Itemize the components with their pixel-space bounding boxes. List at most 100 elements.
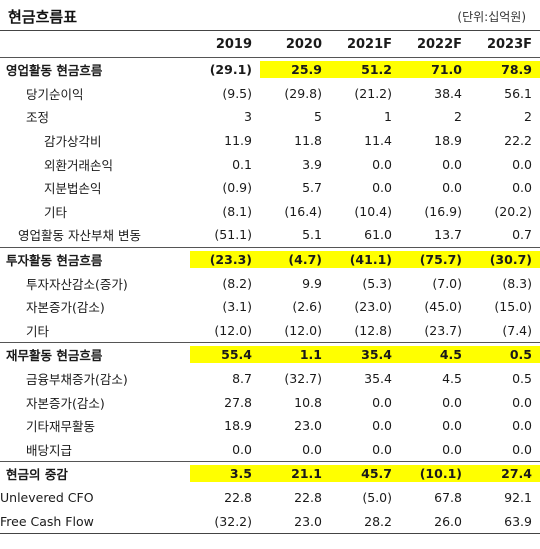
highlighted-value: 45.7 — [330, 465, 400, 483]
value-cell: 0.0 — [512, 180, 532, 196]
value-cell: 23.0 — [260, 509, 330, 534]
highlighted-value: (75.7) — [400, 251, 470, 269]
value-cell: 27.8 — [224, 394, 252, 410]
value-cell: 67.8 — [434, 489, 462, 505]
value-cell: 5.7 — [302, 180, 322, 196]
highlighted-value: (4.7) — [260, 251, 330, 269]
table-row: Unlevered CFO 22.8 22.8 (5.0) 67.8 92.1 — [0, 486, 540, 510]
value-cell: 35.4 — [364, 371, 392, 387]
row-label: Unlevered CFO — [0, 489, 94, 505]
value-cell: 10.8 — [294, 394, 322, 410]
table-row: 자본증가(감소) (3.1) (2.6) (23.0) (45.0) (15.0) — [0, 295, 540, 319]
table-row: 지분법손익 (0.9) 5.7 0.0 0.0 0.0 — [0, 176, 540, 200]
highlighted-value: 27.4 — [470, 465, 540, 483]
row-label: 자본증가(감소) — [26, 395, 105, 411]
value-cell: 45.7 — [330, 461, 400, 486]
table-row: 금융부채증가(감소) 8.7 (32.7) 35.4 4.5 0.5 — [0, 367, 540, 391]
value-cell: (29.1) — [190, 56, 260, 82]
value-cell: (21.2) — [354, 85, 392, 101]
value-cell: 4.5 — [400, 342, 470, 367]
value-cell: 0.0 — [442, 418, 462, 434]
column-header: 2022F — [400, 30, 470, 58]
row-label: 금융부채증가(감소) — [26, 372, 128, 388]
row-label: 감가상각비 — [44, 134, 102, 150]
row-label: 기타재무활동 — [26, 419, 96, 435]
value-cell: 13.7 — [434, 227, 462, 243]
value-cell: 8.7 — [232, 371, 252, 387]
highlighted-value: 25.9 — [260, 61, 330, 79]
table-row: 기타 (12.0) (12.0) (12.8) (23.7) (7.4) — [0, 319, 540, 343]
value-cell: 22.2 — [504, 133, 532, 149]
value-cell: 4.5 — [442, 371, 462, 387]
value-cell: 18.9 — [434, 133, 462, 149]
table-row: 배당지급 0.0 0.0 0.0 0.0 0.0 — [0, 438, 540, 462]
value-cell: 0.0 — [372, 180, 392, 196]
value-cell: (8.3) — [502, 275, 532, 291]
value-cell: 61.0 — [364, 227, 392, 243]
value-cell: 0.1 — [232, 156, 252, 172]
value-cell: (16.4) — [284, 203, 322, 219]
value-cell: (3.1) — [222, 299, 252, 315]
row-label: 지분법손익 — [44, 181, 102, 197]
value-cell: 0.0 — [302, 441, 322, 457]
value-cell: (23.7) — [424, 322, 462, 338]
value-cell: 63.9 — [470, 509, 540, 534]
value-cell: 11.4 — [364, 133, 392, 149]
value-cell: 0.0 — [512, 156, 532, 172]
value-cell: 0.0 — [442, 180, 462, 196]
value-cell: 35.4 — [330, 342, 400, 367]
table-row: 당기순이익 (9.5) (29.8) (21.2) 38.4 56.1 — [0, 82, 540, 106]
value-cell: 5.1 — [302, 227, 322, 243]
highlighted-value: 51.2 — [330, 61, 400, 79]
column-header: 2023F — [470, 30, 540, 58]
value-cell: 2 — [524, 109, 532, 125]
value-cell: 0.0 — [372, 156, 392, 172]
table-row: Free Cash Flow (32.2) 23.0 28.2 26.0 63.9 — [0, 509, 540, 534]
table-row: 재무활동 현금흐름 55.4 1.1 35.4 4.5 0.5 — [0, 342, 540, 367]
value-cell: 18.9 — [224, 418, 252, 434]
highlighted-value: 55.4 — [190, 346, 260, 364]
value-cell: (7.4) — [502, 322, 532, 338]
value-cell: 23.0 — [294, 418, 322, 434]
value-cell: (23.3) — [190, 246, 260, 272]
value-cell: 0.5 — [512, 371, 532, 387]
table-row: 투자활동 현금흐름 (23.3) (4.7) (41.1) (75.7) (30.7) — [0, 246, 540, 272]
highlighted-value: 21.1 — [260, 465, 330, 483]
value-cell: (10.4) — [354, 203, 392, 219]
value-cell: 51.2 — [330, 56, 400, 82]
row-label: 기타 — [44, 204, 68, 220]
value-cell: 0.0 — [442, 156, 462, 172]
highlighted-value: (30.7) — [470, 251, 540, 269]
highlighted-value: 4.5 — [400, 346, 470, 364]
table-row: 투자자산감소(증가) (8.2) 9.9 (5.3) (7.0) (8.3) — [0, 271, 540, 295]
value-cell: (12.0) — [214, 322, 252, 338]
value-cell: 92.1 — [504, 489, 532, 505]
table-body: 영업활동 현금흐름 (29.1) 25.9 51.2 71.0 78.9 당기순이익 (9.5… — [0, 56, 540, 534]
value-cell: 22.8 — [224, 489, 252, 505]
highlighted-value: 71.0 — [400, 61, 470, 79]
table-row: 외환거래손익 0.1 3.9 0.0 0.0 0.0 — [0, 152, 540, 176]
highlighted-value: 3.5 — [190, 465, 260, 483]
value-cell: 27.4 — [470, 461, 540, 486]
value-cell: 25.9 — [260, 56, 330, 82]
row-label: 투자활동 현금흐름 — [0, 246, 190, 272]
value-cell: 55.4 — [190, 342, 260, 367]
value-cell: (45.0) — [424, 299, 462, 315]
table-row: 영업활동 현금흐름 (29.1) 25.9 51.2 71.0 78.9 — [0, 56, 540, 82]
row-label: 현금의 중감 — [0, 461, 190, 486]
table-title: 현금흐름표 — [8, 8, 78, 26]
highlighted-value: (23.3) — [190, 251, 260, 269]
value-cell: 3 — [244, 109, 252, 125]
row-label: 조정 — [26, 110, 50, 126]
value-cell: (2.6) — [292, 299, 322, 315]
value-cell: 38.4 — [434, 85, 462, 101]
value-cell: (12.8) — [354, 322, 392, 338]
value-cell: 2 — [454, 109, 462, 125]
value-cell: 26.0 — [400, 509, 470, 534]
row-label: 기타 — [26, 323, 50, 339]
value-cell: (23.0) — [354, 299, 392, 315]
value-cell: (29.8) — [284, 85, 322, 101]
value-cell: (7.0) — [432, 275, 462, 291]
value-cell: (41.1) — [330, 246, 400, 272]
cash-flow-table: 2019 2020 2021F 2022F 2023F 영업활동 현금흐름 (29… — [0, 30, 540, 534]
